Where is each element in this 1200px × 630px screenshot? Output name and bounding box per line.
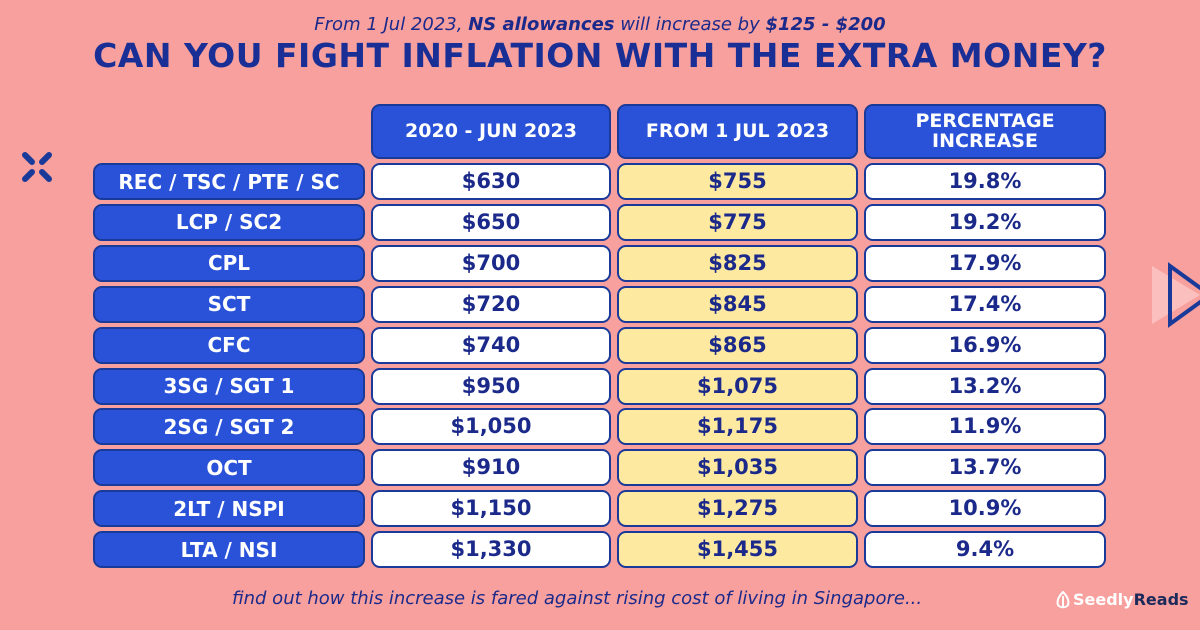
percentage-increase: 9.4% (864, 531, 1106, 569)
logo-seedly: Seedly (1073, 590, 1134, 609)
new-allowance: $1,035 (617, 449, 858, 487)
rank-label: OCT (93, 449, 365, 487)
old-allowance: $740 (371, 326, 611, 364)
column-header: PERCENTAGE INCREASE (864, 104, 1106, 159)
percentage-increase: 11.9% (864, 408, 1106, 446)
new-allowance: $1,175 (617, 408, 858, 446)
new-allowance: $825 (617, 244, 858, 282)
old-allowance: $1,050 (371, 408, 611, 446)
rank-label: 2SG / SGT 2 (93, 408, 365, 446)
old-allowance: $720 (371, 285, 611, 323)
old-allowance: $1,330 (371, 531, 611, 569)
new-allowance: $775 (617, 203, 858, 241)
page-title: CAN YOU FIGHT INFLATION WITH THE EXTRA M… (93, 36, 1107, 75)
new-allowance: $845 (617, 285, 858, 323)
subtitle-text: From 1 Jul 2023, (314, 14, 469, 35)
subtitle-text: will increase by (614, 14, 766, 35)
cross-decoration-icon (22, 152, 52, 182)
rank-label: CPL (93, 244, 365, 282)
subtitle: From 1 Jul 2023, NS allowances will incr… (0, 14, 1200, 35)
new-allowance: $1,075 (617, 367, 858, 405)
rank-label: CFC (93, 326, 365, 364)
percentage-increase: 17.4% (864, 285, 1106, 323)
subtitle-highlight: NS allowances (468, 14, 615, 35)
seed-icon (1056, 590, 1070, 608)
percentage-increase: 13.2% (864, 367, 1106, 405)
old-allowance: $950 (371, 367, 611, 405)
new-allowance: $1,455 (617, 531, 858, 569)
percentage-increase: 19.8% (864, 163, 1106, 200)
percentage-increase: 16.9% (864, 326, 1106, 364)
percentage-increase: 13.7% (864, 449, 1106, 487)
rank-label: 2LT / NSPI (93, 490, 365, 528)
old-allowance: $630 (371, 163, 611, 200)
logo-reads: Reads (1133, 590, 1189, 609)
new-allowance: $755 (617, 163, 858, 200)
rank-label: 3SG / SGT 1 (93, 367, 365, 405)
rank-label: SCT (93, 285, 365, 323)
subtitle-amount: $125 - $200 (765, 14, 886, 35)
column-header: FROM 1 JUL 2023 (617, 104, 858, 159)
column-header: 2020 - JUN 2023 (371, 104, 611, 159)
new-allowance: $865 (617, 326, 858, 364)
rank-label: LCP / SC2 (93, 203, 365, 241)
old-allowance: $650 (371, 203, 611, 241)
new-allowance: $1,275 (617, 490, 858, 528)
rank-label: LTA / NSI (93, 531, 365, 569)
footer-text: find out how this increase is fared agai… (232, 588, 923, 609)
seedly-reads-logo: Seedly Reads (1056, 590, 1189, 609)
percentage-increase: 10.9% (864, 490, 1106, 528)
play-decoration-icon (1152, 262, 1200, 328)
old-allowance: $910 (371, 449, 611, 487)
rank-label: REC / TSC / PTE / SC (93, 163, 365, 200)
old-allowance: $700 (371, 244, 611, 282)
percentage-increase: 19.2% (864, 203, 1106, 241)
old-allowance: $1,150 (371, 490, 611, 528)
percentage-increase: 17.9% (864, 244, 1106, 282)
